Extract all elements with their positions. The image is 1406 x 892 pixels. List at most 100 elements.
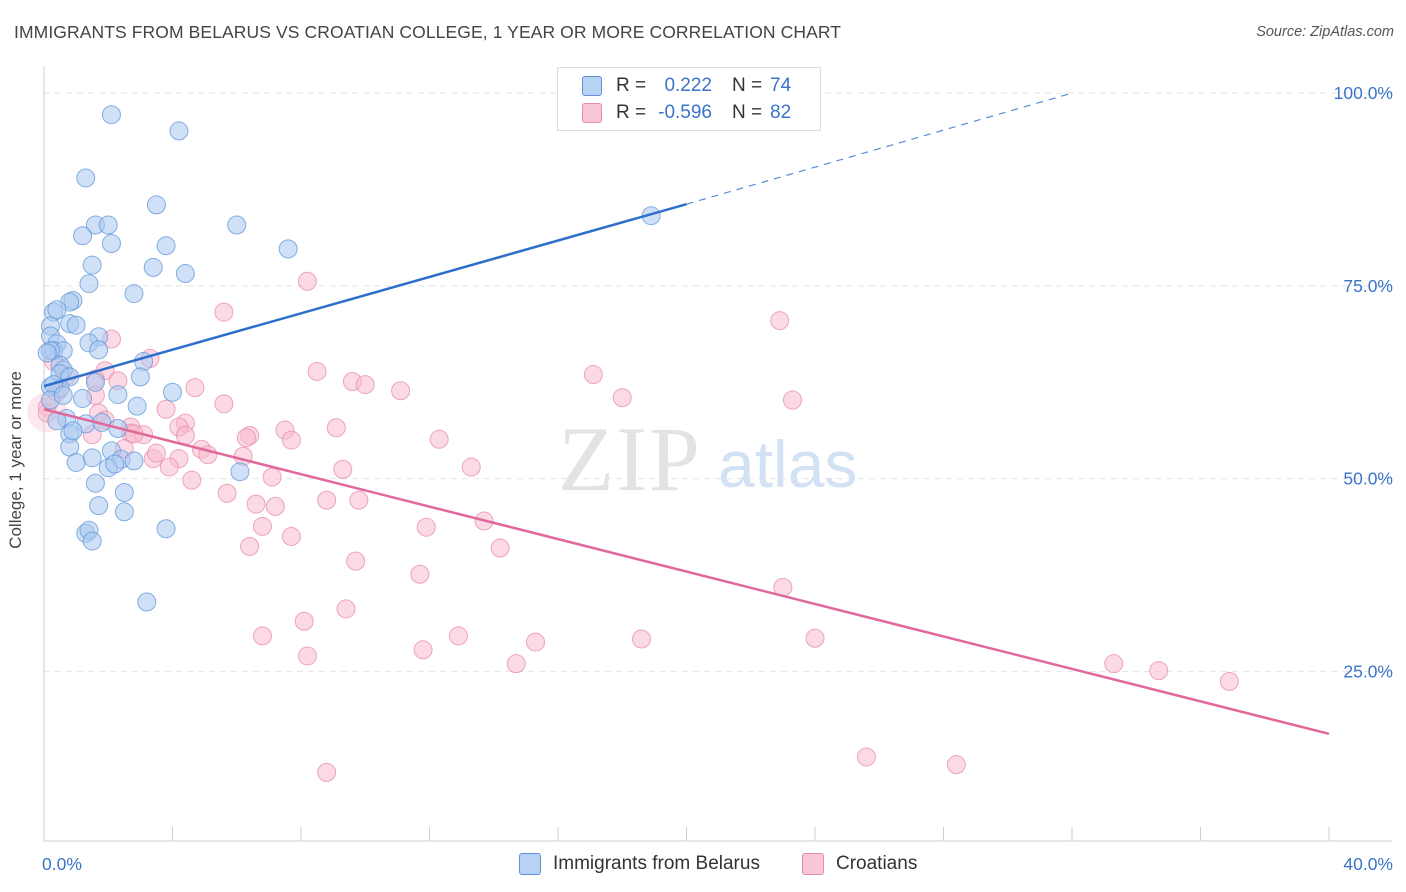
belarus-point-28 — [89, 340, 109, 360]
y-tick-label-1: 75.0% — [1343, 276, 1393, 296]
belarus-point-55 — [66, 452, 86, 472]
belarus-point-71 — [66, 315, 86, 335]
croatians-point-63 — [336, 599, 356, 619]
source-label: Source: ZipAtlas.com — [1256, 24, 1394, 40]
r-label: R = — [616, 102, 647, 123]
croatians-point-56 — [416, 517, 436, 537]
belarus-point-40 — [163, 382, 182, 402]
croatians-point-61 — [410, 564, 430, 584]
watermark: ZIP atlas — [558, 408, 857, 510]
croatians-point-60 — [346, 551, 366, 571]
stats-legend: R = 0.222 N = 74 R = -0.596 N = 82 — [557, 67, 821, 131]
belarus-point-68 — [137, 592, 157, 612]
croatians-point-35 — [236, 428, 256, 448]
croatians-point-77 — [317, 762, 337, 782]
n-label: N = — [732, 75, 763, 96]
y-tick-label-2: 50.0% — [1343, 469, 1393, 489]
croatians-point-41 — [233, 446, 253, 466]
croatians-point-66 — [448, 626, 468, 646]
belarus-point-60 — [85, 473, 105, 493]
croatians-point-36 — [281, 430, 301, 450]
belarus-point-73 — [63, 421, 83, 441]
belarus-point-59 — [230, 462, 250, 482]
series-legend: Immigrants from Belarus Croatians — [0, 851, 1406, 877]
r-label: R = — [616, 75, 647, 96]
belarus-point-42 — [108, 385, 128, 405]
croatians-point-23 — [156, 399, 176, 419]
croatians-point-1 — [214, 302, 234, 322]
croatians-point-15 — [391, 381, 411, 401]
croatians-point-9 — [583, 365, 603, 385]
belarus-point-44 — [127, 396, 147, 416]
croatians-point-55 — [252, 516, 272, 536]
croatians-point-65 — [252, 626, 272, 646]
y-tick-label-0: 100.0% — [1334, 83, 1393, 103]
croatians-point-51 — [349, 490, 369, 510]
belarus-point-19 — [47, 300, 67, 320]
croatians-point-68 — [526, 632, 546, 652]
r-value: -0.596 — [658, 102, 712, 123]
y-tick-label-3: 25.0% — [1343, 661, 1393, 681]
chart-title: IMMIGRANTS FROM BELARUS VS CROATIAN COLL… — [14, 22, 842, 42]
belarus-point-6 — [98, 215, 118, 235]
x-tick-label-1: 40.0% — [1343, 854, 1393, 874]
r-value: 0.222 — [664, 75, 712, 96]
belarus-point-13 — [175, 264, 195, 284]
tick-labels: 100.0% 75.0% 50.0% 25.0% 0.0% 40.0% — [42, 83, 1393, 874]
belarus-point-64 — [156, 519, 176, 539]
croatians-point-75 — [856, 747, 876, 767]
croatians-point-46 — [333, 459, 353, 479]
belarus-point-11 — [82, 255, 102, 275]
croatians-point-37 — [429, 429, 449, 449]
croatians-point-70 — [297, 646, 317, 666]
croatians-point-69 — [413, 640, 433, 660]
croatians-point-71 — [506, 654, 526, 674]
belarus-point-58 — [105, 454, 125, 474]
legend-item-belarus[interactable]: Immigrants from Belarus — [519, 851, 760, 877]
y-axis-label: College, 1 year or more — [6, 371, 25, 549]
belarus-point-56 — [124, 451, 144, 471]
croatians-point-45 — [461, 457, 481, 477]
belarus-point-2 — [76, 168, 96, 188]
belarus-point-70 — [37, 343, 57, 363]
belarus-point-14 — [79, 274, 99, 294]
pink-swatch-icon — [802, 853, 824, 875]
croatians-point-0 — [297, 271, 317, 291]
belarus-point-67 — [82, 531, 102, 551]
axes — [43, 66, 1392, 842]
croatians-point-44 — [159, 457, 179, 477]
n-value: 74 — [770, 75, 792, 96]
croatians-point-59 — [490, 538, 510, 558]
croatians-point-2 — [770, 311, 790, 331]
croatians-point-58 — [240, 536, 260, 556]
belarus-point-41 — [73, 388, 93, 408]
legend-label-belarus: Immigrants from Belarus — [553, 853, 760, 874]
legend-item-croatians[interactable]: Croatians — [802, 851, 917, 877]
legend-label-croatians: Croatians — [836, 853, 918, 874]
croatians-point-73 — [1149, 661, 1169, 681]
croatians-point-74 — [1219, 671, 1239, 691]
croatians-point-67 — [632, 629, 652, 649]
stats-legend-row-croatians: R = -0.596 N = 82 — [582, 101, 791, 125]
pink-swatch-icon — [582, 103, 602, 123]
croatians-point-76 — [946, 755, 966, 775]
belarus-trend-line — [43, 202, 687, 388]
belarus-trend-extension — [686, 92, 1073, 205]
croatians-point-28 — [326, 418, 346, 438]
belarus-point-8 — [101, 233, 121, 253]
belarus-point-15 — [124, 284, 144, 304]
croatians-point-80 — [146, 443, 166, 463]
croatians-point-64 — [294, 611, 314, 631]
croatians-point-18 — [612, 388, 632, 408]
croatians-point-81 — [805, 628, 825, 648]
croatians-point-19 — [783, 390, 803, 410]
croatians-point-50 — [317, 490, 337, 510]
watermark-zip: ZIP — [558, 408, 702, 510]
croatians-trend-line — [43, 408, 1330, 736]
grid-lines — [44, 92, 1394, 672]
croatians-point-47 — [262, 467, 282, 487]
belarus-point-3 — [146, 195, 166, 215]
croatians-point-72 — [1104, 654, 1124, 674]
belarus-point-9 — [156, 236, 176, 256]
